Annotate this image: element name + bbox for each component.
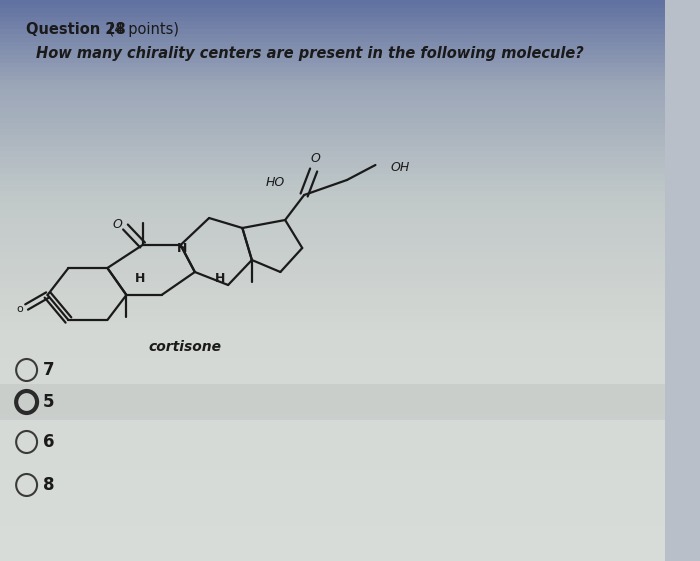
Bar	[0, 295, 665, 302]
Text: H: H	[216, 272, 225, 284]
Bar	[0, 539, 665, 550]
Text: cortisone: cortisone	[149, 340, 222, 354]
Bar	[0, 63, 665, 67]
Bar	[0, 316, 665, 323]
Bar	[0, 471, 665, 482]
Bar	[0, 21, 665, 25]
Text: HO: HO	[266, 176, 285, 188]
Bar	[0, 449, 665, 460]
Bar	[0, 266, 665, 274]
Text: o: o	[17, 304, 23, 314]
Bar	[0, 191, 665, 196]
Text: OH: OH	[391, 160, 410, 173]
Bar	[0, 302, 665, 309]
Bar	[0, 101, 665, 107]
Bar	[0, 0, 665, 4]
Bar	[0, 30, 665, 34]
Bar	[0, 438, 665, 449]
Bar	[0, 107, 665, 112]
Bar	[0, 359, 665, 370]
Text: (4 points): (4 points)	[104, 22, 178, 37]
Bar	[0, 157, 665, 163]
Bar	[0, 90, 665, 95]
Bar	[0, 151, 665, 157]
Bar	[0, 146, 665, 151]
Bar	[0, 95, 665, 101]
Bar	[0, 84, 665, 90]
Bar	[0, 55, 665, 59]
Bar	[0, 260, 665, 266]
Bar	[0, 550, 665, 561]
Bar	[0, 494, 665, 505]
Bar	[0, 140, 665, 146]
Bar	[0, 348, 665, 359]
Text: 8: 8	[43, 476, 55, 494]
Text: H: H	[134, 272, 145, 284]
Bar	[0, 224, 665, 232]
Bar	[0, 13, 665, 17]
Bar	[0, 309, 665, 316]
Bar	[0, 238, 665, 246]
Bar	[0, 76, 665, 80]
Bar	[0, 393, 665, 404]
Text: 7: 7	[43, 361, 55, 379]
Bar	[0, 112, 665, 118]
Bar	[0, 381, 665, 393]
Bar	[0, 218, 665, 224]
Bar	[0, 180, 665, 185]
Text: O: O	[311, 151, 321, 164]
Bar	[0, 174, 665, 180]
Bar	[0, 34, 665, 38]
Bar	[0, 129, 665, 135]
Text: O: O	[113, 218, 122, 231]
Text: H: H	[177, 241, 188, 255]
Bar	[0, 337, 665, 348]
Text: 6: 6	[43, 433, 55, 451]
Bar	[0, 118, 665, 123]
Bar	[0, 123, 665, 129]
Bar	[0, 25, 665, 30]
Bar	[0, 168, 665, 174]
Bar	[0, 204, 665, 210]
Bar	[0, 4, 665, 8]
Bar	[0, 17, 665, 21]
Bar	[0, 384, 665, 420]
Text: How many chirality centers are present in the following molecule?: How many chirality centers are present i…	[36, 46, 584, 61]
Bar	[0, 80, 665, 84]
Bar	[0, 163, 665, 168]
Bar	[0, 232, 665, 238]
Text: Question 28: Question 28	[26, 22, 125, 37]
Bar	[0, 246, 665, 252]
Bar	[0, 330, 665, 337]
Bar	[0, 196, 665, 204]
Text: 5: 5	[43, 393, 55, 411]
Bar	[0, 505, 665, 516]
Bar	[0, 210, 665, 218]
Bar	[0, 47, 665, 50]
Bar	[0, 67, 665, 72]
Bar	[0, 280, 665, 288]
Bar	[0, 252, 665, 260]
Bar	[0, 415, 665, 426]
Bar	[0, 42, 665, 47]
Bar	[0, 72, 665, 76]
Bar	[0, 426, 665, 438]
Bar	[0, 527, 665, 539]
Bar	[0, 404, 665, 415]
Bar	[0, 50, 665, 55]
Bar	[0, 274, 665, 280]
Bar	[0, 185, 665, 191]
Bar	[0, 59, 665, 63]
Bar	[0, 8, 665, 13]
Bar	[0, 38, 665, 42]
Bar	[0, 288, 665, 295]
Bar	[0, 460, 665, 471]
Bar	[0, 323, 665, 330]
Bar	[0, 482, 665, 494]
Bar	[0, 516, 665, 527]
Bar	[0, 370, 665, 381]
Bar	[0, 135, 665, 140]
